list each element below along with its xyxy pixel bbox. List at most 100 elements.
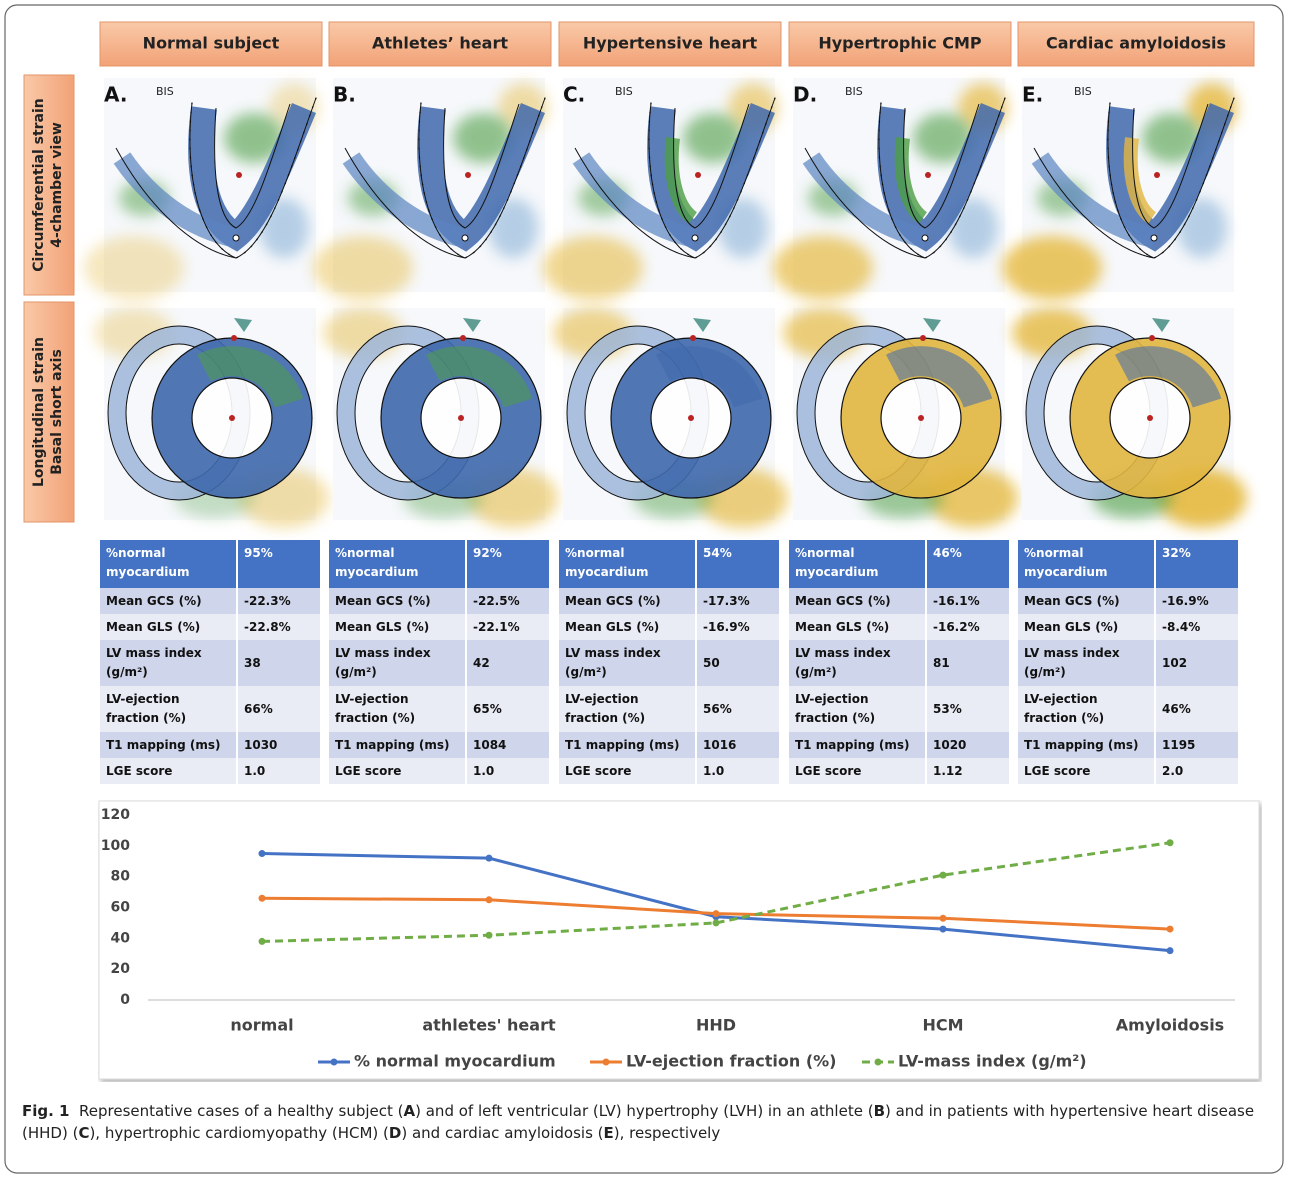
table-row: LV mass index (g/m²)102 bbox=[1018, 640, 1239, 686]
table-value: 1.0 bbox=[237, 758, 321, 784]
legend-label: % normal myocardium bbox=[354, 1052, 556, 1071]
table: %normal myocardium95%Mean GCS (%)-22.3%M… bbox=[100, 540, 322, 784]
apex-point bbox=[462, 235, 468, 241]
table-label: LV-ejection fraction (%) bbox=[559, 686, 696, 732]
chart-frame bbox=[99, 801, 1259, 1079]
caption-part: ) and cardiac amyloidosis ( bbox=[401, 1124, 603, 1142]
table-row: %normal myocardium92% bbox=[329, 540, 550, 588]
table-label: Mean GCS (%) bbox=[559, 588, 696, 614]
strain-image bbox=[773, 78, 1008, 300]
center-point bbox=[465, 172, 471, 178]
row-label: Basal short axis bbox=[49, 349, 65, 475]
row-label: Longitudinal strain bbox=[31, 337, 47, 487]
table-row: T1 mapping (ms)1016 bbox=[559, 732, 780, 758]
table-value: 1016 bbox=[696, 732, 780, 758]
center-point bbox=[688, 415, 694, 421]
y-tick-label: 60 bbox=[111, 900, 131, 916]
series-marker bbox=[1167, 947, 1174, 954]
table-row: LV-ejection fraction (%)56% bbox=[559, 686, 780, 732]
table-label: %normal myocardium bbox=[1018, 540, 1155, 588]
table-value: 2.0 bbox=[1155, 758, 1239, 784]
table-value: -16.9% bbox=[1155, 588, 1239, 614]
x-tick-label: normal bbox=[230, 1016, 293, 1035]
table-value: -16.2% bbox=[926, 614, 1010, 640]
table-value: -22.1% bbox=[466, 614, 550, 640]
series-marker bbox=[1167, 839, 1174, 846]
x-tick-label: athletes' heart bbox=[422, 1016, 556, 1035]
table-row: Mean GCS (%)-22.3% bbox=[100, 588, 321, 614]
table-label: %normal myocardium bbox=[100, 540, 237, 588]
strain-image bbox=[783, 308, 1018, 528]
table-value: 42 bbox=[466, 640, 550, 686]
caption-part: B bbox=[874, 1102, 885, 1120]
table-label: LGE score bbox=[1018, 758, 1155, 784]
table-label: LV mass index (g/m²) bbox=[559, 640, 696, 686]
panel-letter: B. bbox=[333, 83, 356, 107]
table-label: LGE score bbox=[559, 758, 696, 784]
y-tick-label: 40 bbox=[111, 930, 131, 946]
strain-image bbox=[94, 308, 329, 528]
legend-label: LV-ejection fraction (%) bbox=[626, 1052, 836, 1071]
table-label: Mean GLS (%) bbox=[1018, 614, 1155, 640]
table-label: Mean GCS (%) bbox=[1018, 588, 1155, 614]
table-value: 95% bbox=[237, 540, 321, 588]
caption-text: Representative cases of a healthy subjec… bbox=[22, 1102, 1254, 1142]
table-label: LV mass index (g/m²) bbox=[1018, 640, 1155, 686]
table-value: 1195 bbox=[1155, 732, 1239, 758]
table-value: -16.1% bbox=[926, 588, 1010, 614]
apex-point bbox=[692, 235, 698, 241]
y-tick-label: 100 bbox=[101, 838, 130, 854]
apex-point bbox=[1151, 235, 1157, 241]
x-tick-label: HCM bbox=[922, 1016, 963, 1035]
center-point bbox=[1147, 415, 1153, 421]
table-value: 32% bbox=[1155, 540, 1239, 588]
chart: 020406080100120normalathletes' heartHHDH… bbox=[98, 800, 1262, 1082]
caption-part: ), hypertrophic cardiomyopathy (HCM) ( bbox=[89, 1124, 388, 1142]
table-row: Mean GLS (%)-16.9% bbox=[559, 614, 780, 640]
table: %normal myocardium32%Mean GCS (%)-16.9%M… bbox=[1018, 540, 1240, 784]
table-value: 1.0 bbox=[466, 758, 550, 784]
center-point bbox=[925, 172, 931, 178]
table-value: 50 bbox=[696, 640, 780, 686]
series-marker bbox=[940, 872, 947, 879]
y-tick-label: 0 bbox=[120, 992, 130, 1008]
table-value: 38 bbox=[237, 640, 321, 686]
table-value: -22.5% bbox=[466, 588, 550, 614]
series-marker bbox=[486, 855, 493, 862]
table-value: -16.9% bbox=[696, 614, 780, 640]
table-label: LV-ejection fraction (%) bbox=[1018, 686, 1155, 732]
table-row: Mean GLS (%)-22.1% bbox=[329, 614, 550, 640]
apex-point bbox=[922, 235, 928, 241]
y-tick-label: 80 bbox=[111, 869, 131, 885]
strain-image bbox=[1002, 78, 1237, 300]
table-row: LGE score1.0 bbox=[100, 758, 321, 784]
caption-part: ), respectively bbox=[614, 1124, 720, 1142]
strain-blob bbox=[773, 236, 873, 300]
strain-image bbox=[323, 308, 558, 528]
insertion-point bbox=[460, 335, 466, 341]
table-row: Mean GLS (%)-16.2% bbox=[789, 614, 1010, 640]
table-row: LV-ejection fraction (%)46% bbox=[1018, 686, 1239, 732]
table-value: 1.0 bbox=[696, 758, 780, 784]
table-row: Mean GCS (%)-17.3% bbox=[559, 588, 780, 614]
table-row: LGE score1.12 bbox=[789, 758, 1010, 784]
table-value: -17.3% bbox=[696, 588, 780, 614]
strain-image bbox=[553, 308, 788, 528]
panel-letter: C. bbox=[563, 83, 585, 107]
table-value: -22.8% bbox=[237, 614, 321, 640]
table-label: %normal myocardium bbox=[329, 540, 466, 588]
row-label: Circumferential strain bbox=[31, 98, 47, 272]
center-point bbox=[458, 415, 464, 421]
table-row: %normal myocardium46% bbox=[789, 540, 1010, 588]
strain-image bbox=[1012, 308, 1247, 528]
caption-label: Fig. 1 bbox=[22, 1102, 69, 1120]
table-row: Mean GCS (%)-22.5% bbox=[329, 588, 550, 614]
table-label: LV mass index (g/m²) bbox=[329, 640, 466, 686]
insertion-point bbox=[920, 335, 926, 341]
strain-image bbox=[543, 78, 778, 300]
panel-letter: D. bbox=[793, 83, 817, 107]
